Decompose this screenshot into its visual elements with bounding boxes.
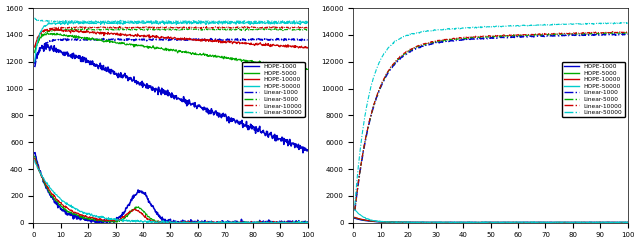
Legend: HOPE-1000, HOPE-5000, HOPE-10000, HOPE-50000, Linear-1000, Linear-5000, Linear-1: HOPE-1000, HOPE-5000, HOPE-10000, HOPE-5…: [562, 62, 625, 117]
Legend: HOPE-1000, HOPE-5000, HOPE-10000, HOPE-50000, Linear-1000, Linear-5000, Linear-1: HOPE-1000, HOPE-5000, HOPE-10000, HOPE-5…: [242, 62, 305, 117]
